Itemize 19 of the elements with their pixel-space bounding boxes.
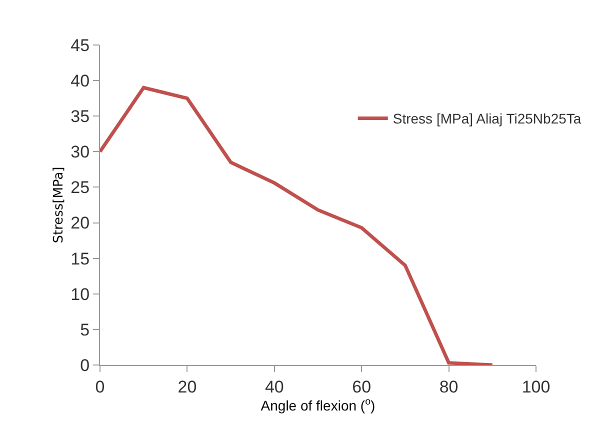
x-tick-label: 100 bbox=[522, 377, 550, 396]
y-tick-label: 20 bbox=[70, 214, 90, 233]
y-tick-label: 45 bbox=[70, 36, 90, 55]
y-tick-label: 25 bbox=[70, 178, 90, 198]
y-tick-label: 30 bbox=[70, 142, 90, 162]
legend-label: Stress [MPa] Aliaj Ti25Nb25Ta bbox=[392, 110, 582, 127]
y-tick-label: 10 bbox=[70, 284, 90, 304]
x-tick-label: 20 bbox=[178, 377, 197, 396]
y-tick-label: 15 bbox=[70, 249, 90, 268]
y-tick-label: 0 bbox=[80, 356, 90, 375]
y-axis-title: Stress[MPa] bbox=[52, 166, 67, 244]
x-axis-title: Angle of flexion ($^{o}$) bbox=[260, 396, 376, 414]
x-tick-label: 0 bbox=[95, 377, 105, 396]
y-tick-label: 40 bbox=[70, 72, 90, 91]
x-tick-label: 40 bbox=[264, 377, 284, 396]
x-tick-label: 80 bbox=[439, 377, 458, 396]
y-tick-label: 35 bbox=[70, 107, 90, 126]
x-tick-label: 60 bbox=[352, 377, 372, 396]
y-tick-label: 5 bbox=[80, 320, 90, 340]
